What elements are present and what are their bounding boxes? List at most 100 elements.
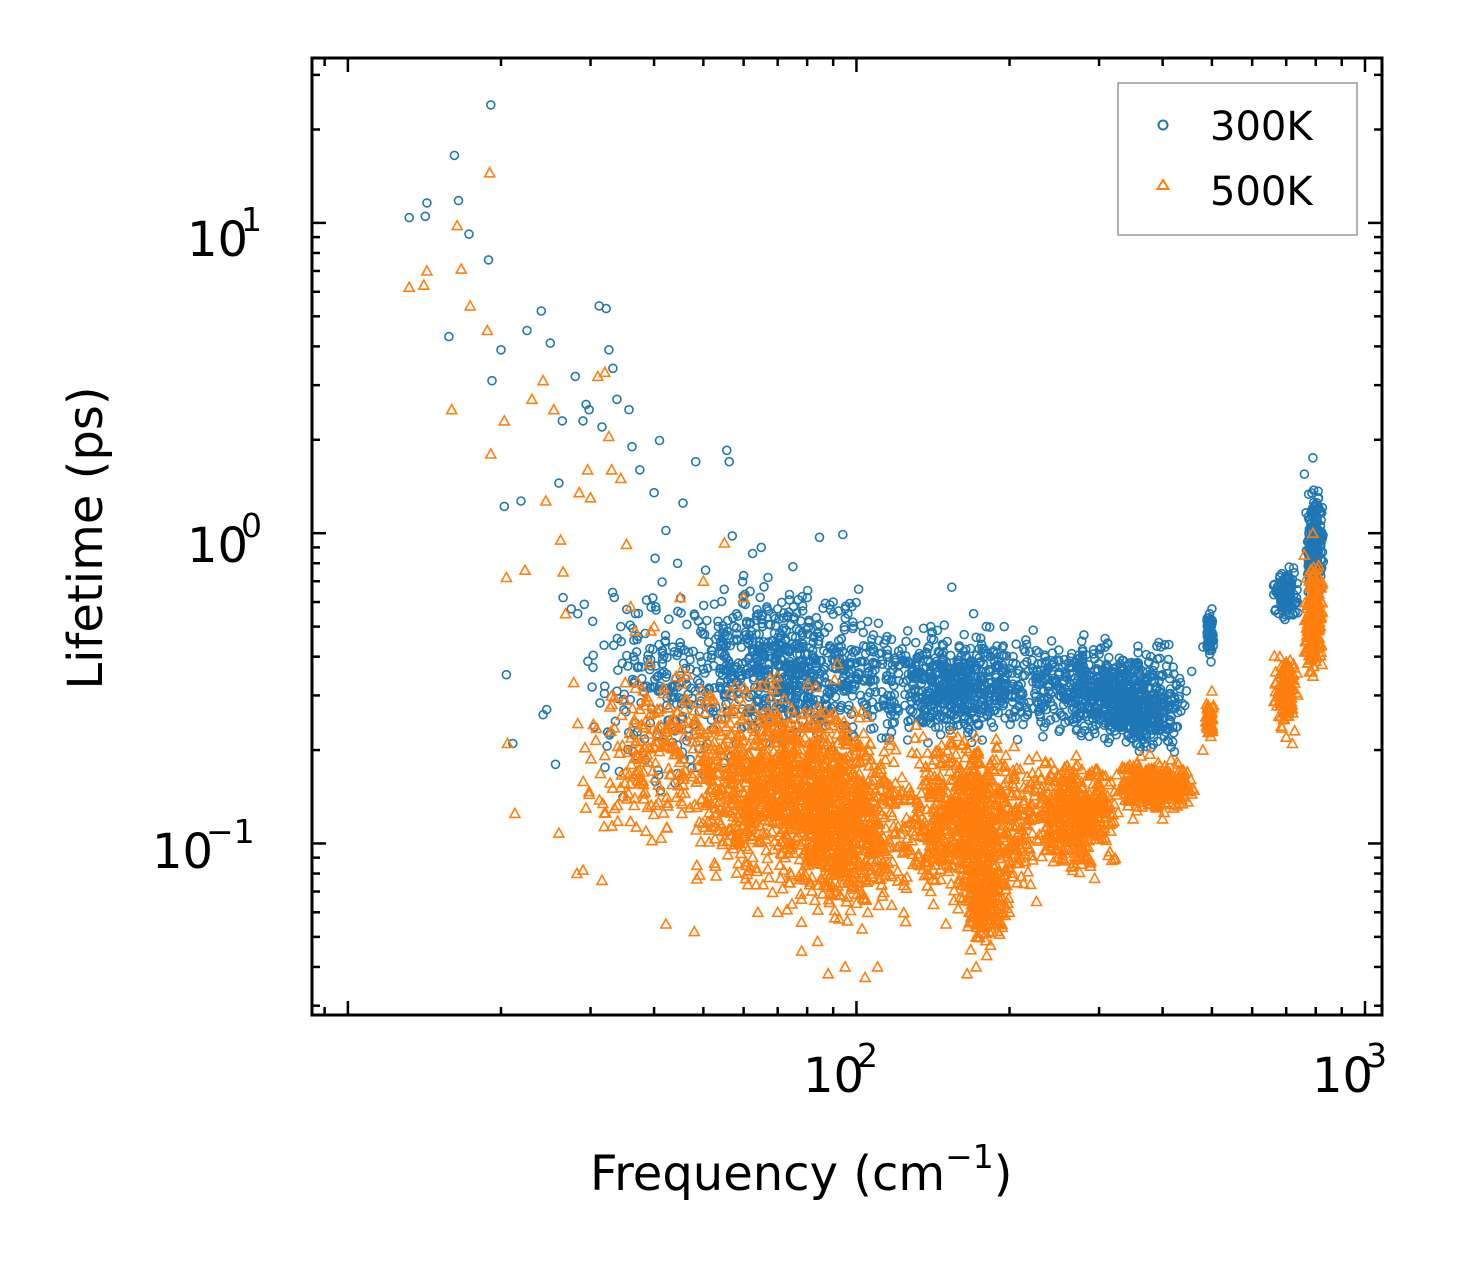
data-point-300k xyxy=(700,565,711,576)
data-point-500k xyxy=(605,463,618,475)
data-point-300k xyxy=(907,706,918,717)
data-point-300k xyxy=(660,630,671,641)
data-point-300k xyxy=(640,628,651,639)
data-point-500k xyxy=(483,166,497,178)
data-point-300k xyxy=(846,664,857,675)
data-point-300k xyxy=(927,694,938,705)
data-point-300k xyxy=(770,613,781,624)
data-point-500k xyxy=(1030,894,1043,907)
data-point-300k xyxy=(422,198,432,208)
data-point-300k xyxy=(1046,636,1057,646)
data-point-300k xyxy=(763,572,773,583)
data-point-500k xyxy=(1205,684,1219,696)
data-point-300k xyxy=(966,707,977,718)
data-point-300k xyxy=(1186,666,1197,677)
data-point-300k xyxy=(599,681,610,692)
data-point-300k xyxy=(935,729,946,740)
data-point-300k xyxy=(882,718,893,729)
data-point-300k xyxy=(793,594,804,605)
data-point-300k xyxy=(876,686,887,697)
data-point-300k xyxy=(788,612,799,622)
data-point-300k xyxy=(1019,670,1030,681)
data-point-300k xyxy=(1010,691,1021,702)
data-point-300k xyxy=(759,695,769,706)
data-point-300k xyxy=(597,422,607,432)
data-point-500k xyxy=(579,801,593,813)
data-point-300k xyxy=(420,211,431,222)
data-point-300k xyxy=(780,634,791,645)
data-point-500k xyxy=(1196,743,1210,755)
data-point-300k xyxy=(848,621,859,632)
data-point-300k xyxy=(752,656,763,667)
data-point-300k xyxy=(650,553,660,564)
data-point-300k xyxy=(721,653,732,664)
data-point-300k xyxy=(803,699,813,709)
data-point-500k xyxy=(1286,736,1299,749)
data-point-300k xyxy=(570,371,581,382)
data-point-300k xyxy=(654,435,665,446)
data-point-300k xyxy=(792,679,802,690)
data-point-300k xyxy=(727,531,738,541)
data-point-300k xyxy=(947,678,958,689)
data-point-300k xyxy=(940,699,950,709)
data-point-500k xyxy=(811,934,824,947)
data-point-300k xyxy=(602,741,612,751)
data-point-300k xyxy=(959,718,970,729)
data-point-300k xyxy=(876,648,887,658)
data-point-300k xyxy=(784,645,795,655)
data-point-300k xyxy=(719,584,730,595)
data-point-300k xyxy=(958,646,969,657)
data-point-300k xyxy=(718,638,729,649)
data-point-300k xyxy=(985,665,995,676)
data-point-500k xyxy=(539,494,553,506)
data-point-300k xyxy=(678,498,688,508)
data-point-300k xyxy=(496,344,506,355)
data-point-300k xyxy=(939,620,950,630)
data-point-300k xyxy=(716,664,726,675)
data-point-500k xyxy=(484,447,498,459)
data-point-500k xyxy=(885,898,899,911)
data-point-300k xyxy=(699,668,710,678)
data-point-300k xyxy=(877,655,888,665)
data-point-300k xyxy=(784,589,795,600)
data-point-500k xyxy=(939,917,953,929)
data-point-300k xyxy=(797,606,808,616)
data-point-300k xyxy=(600,762,610,773)
data-point-300k xyxy=(868,630,879,640)
data-point-300k xyxy=(959,629,970,640)
data-point-300k xyxy=(516,496,526,506)
data-point-300k xyxy=(557,416,568,426)
data-point-300k xyxy=(958,685,969,696)
data-point-300k xyxy=(707,650,717,660)
data-point-500k xyxy=(762,870,776,883)
data-point-300k xyxy=(656,668,667,679)
data-point-300k xyxy=(970,665,980,675)
data-point-300k xyxy=(645,643,655,654)
data-point-300k xyxy=(788,602,799,612)
data-point-300k xyxy=(633,661,644,672)
data-point-500k xyxy=(611,814,625,827)
data-point-300k xyxy=(737,576,748,587)
data-point-500k xyxy=(556,565,570,577)
data-point-300k xyxy=(821,693,831,704)
data-point-300k xyxy=(797,668,808,679)
data-point-500k xyxy=(620,537,633,550)
data-point-300k xyxy=(751,629,761,639)
data-point-300k xyxy=(689,609,700,619)
data-point-300k xyxy=(796,637,807,648)
data-point-300k xyxy=(621,604,632,615)
data-point-300k xyxy=(802,585,813,596)
data-point-300k xyxy=(802,592,813,603)
data-point-500k xyxy=(654,831,668,844)
data-point-300k xyxy=(657,645,668,656)
data-point-300k xyxy=(1011,639,1022,650)
data-point-300k xyxy=(847,691,858,701)
data-point-300k xyxy=(986,717,997,728)
data-point-300k xyxy=(866,634,877,645)
data-point-300k xyxy=(840,603,851,614)
data-point-500k xyxy=(554,533,567,545)
data-point-300k xyxy=(772,655,782,666)
data-point-300k xyxy=(685,654,695,665)
data-point-300k xyxy=(790,692,800,703)
data-point-300k xyxy=(609,592,620,603)
